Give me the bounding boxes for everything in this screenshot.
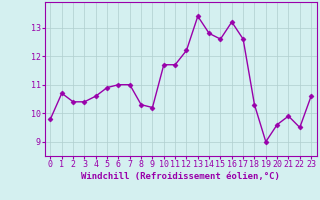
X-axis label: Windchill (Refroidissement éolien,°C): Windchill (Refroidissement éolien,°C) xyxy=(81,172,280,181)
